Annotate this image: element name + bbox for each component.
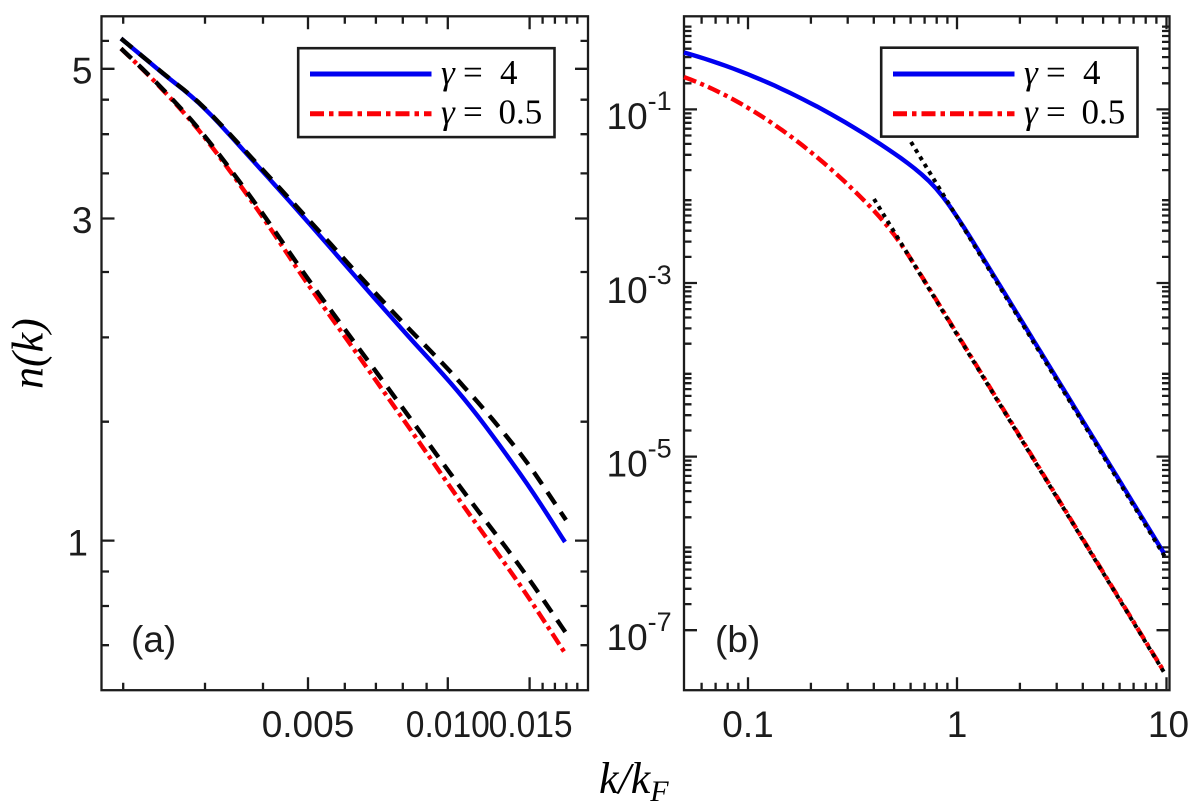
svg-text:n(k): n(k): [4, 318, 53, 389]
svg-text:(a): (a): [131, 619, 176, 660]
svg-text:1: 1: [947, 704, 968, 745]
svg-text:0.015: 0.015: [489, 704, 573, 745]
svg-text:(b): (b): [715, 619, 760, 660]
svg-text:γ=0.5: γ = 0.5: [1024, 93, 1125, 132]
svg-text:1: 1: [67, 522, 88, 563]
svg-text:0.010: 0.010: [406, 704, 490, 745]
svg-text:3: 3: [72, 200, 93, 241]
svg-text:γ=0.5: γ = 0.5: [441, 93, 542, 132]
svg-text:γ=4: γ = 4: [441, 53, 518, 92]
svg-text:5: 5: [72, 51, 93, 92]
svg-text:10: 10: [1148, 704, 1189, 745]
svg-text:0.1: 0.1: [722, 704, 773, 745]
svg-text:γ=4: γ = 4: [1024, 53, 1101, 92]
svg-text:0.005: 0.005: [262, 704, 355, 745]
